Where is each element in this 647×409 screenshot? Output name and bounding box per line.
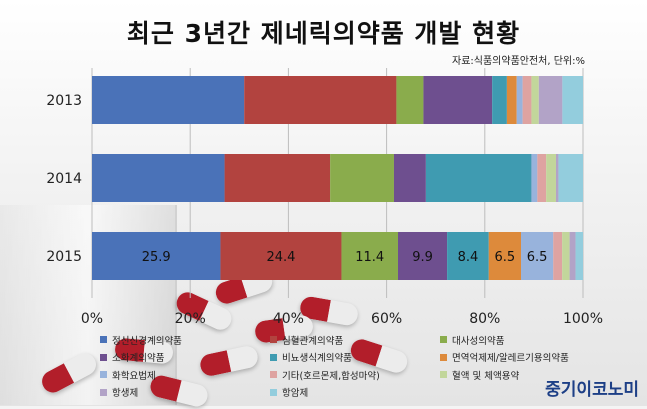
legend-label: 심혈관계의약품 [282,335,344,347]
legend-label: 항암제 [282,388,309,399]
bar-segment [558,154,583,202]
bar-segment [425,154,532,202]
legend-swatch [100,336,107,343]
x-tick-label: 40% [273,311,304,327]
bar-segment [562,76,583,124]
legend-item: 대사성의약품 [440,333,610,347]
bar-segment [546,154,556,202]
legend-swatch [100,353,107,361]
legend-swatch [440,371,447,378]
data-label: 6.5 [495,250,516,265]
x-tick-label: 20% [175,311,206,327]
legend-label: 비뇨생식계의약품 [282,353,352,364]
data-label: 8.4 [458,250,479,265]
bar-segment [553,232,563,280]
bar-segment [569,232,576,280]
bar-segment [537,154,547,202]
legend-swatch [100,371,107,378]
data-label: 24.4 [266,250,295,265]
data-label: 6.5 [527,250,548,265]
bar-segment [396,76,424,124]
bar-segment [330,154,394,202]
bar-segment [398,232,448,280]
bar-segment [393,154,426,202]
x-tick-label: 100% [563,311,603,327]
legend-item: 항암제 [270,386,440,399]
category-label: 2015 [46,249,82,265]
bar-segment [516,76,523,124]
bar-segment [531,154,538,202]
legend-swatch [440,353,447,361]
legend-item: 기타(호르몬제,합성마약) [270,368,440,382]
legend-label: 면역억제제/알레르기용의약품 [452,353,569,364]
bar-segment [575,232,583,280]
source-note: 자료:식품의약품안전처, 단위:% [452,56,585,67]
legend-label: 화학요법제 [112,370,156,382]
legend-label: 혈액 및 체액용약 [452,370,520,382]
data-label: 9.9 [412,250,433,265]
data-label: 25.9 [142,250,171,265]
legend-swatch [270,371,277,378]
x-tick-label: 80% [469,311,500,327]
bar-segment [488,232,522,280]
bar-segment [521,232,554,280]
bar-segment [220,232,342,280]
bar-segment [447,232,489,280]
legend-item: 면역억제제/알레르기용의약품 [440,351,610,364]
category-label: 2013 [46,93,82,109]
legend-swatch [100,388,107,396]
bar-segment [506,76,517,124]
legend-swatch [270,388,277,396]
legend-label: 기타(호르몬제,합성마약) [282,370,380,382]
legend-item: 심혈관계의약품 [270,333,440,347]
legend-item: 비뇨생식계의약품 [270,351,440,364]
bar-segment [555,154,559,202]
bar-segment [92,76,245,124]
legend-item: 항생제 [100,386,270,399]
legend-item: 혈액 및 체액용약 [440,368,610,382]
bar-segment [341,232,399,280]
legend-swatch [270,336,277,343]
legend-label: 정신신경계의약품 [112,335,182,347]
x-tick-label: 60% [371,311,402,327]
legend-swatch [440,336,447,343]
bar-segment [92,232,221,280]
legend-label: 항생제 [112,388,139,399]
bar-segment [538,76,563,124]
bar-segment [562,232,570,280]
bar-segment [224,154,331,202]
legend-label: 대사성의약품 [452,335,505,347]
bar-segment [423,76,493,124]
bar-segment [522,76,532,124]
brand-logo-text: 중기이코노미 [545,380,639,400]
legend-label: 소화계의약품 [112,353,165,364]
data-label: 11.4 [355,250,384,265]
bar-segment [244,76,397,124]
category-label: 2014 [46,171,82,187]
bar-segment [531,76,539,124]
chart-title: 최근 3년간 제네릭의약품 개발 현황 [126,19,521,48]
legend-item: 소화계의약품 [100,351,270,364]
bar-segment [492,76,507,124]
x-tick-label: 0% [81,311,103,327]
legend-swatch [270,353,277,361]
legend-item: 정신신경계의약품 [100,333,270,347]
legend-item: 화학요법제 [100,368,270,382]
bar-segment [92,154,225,202]
